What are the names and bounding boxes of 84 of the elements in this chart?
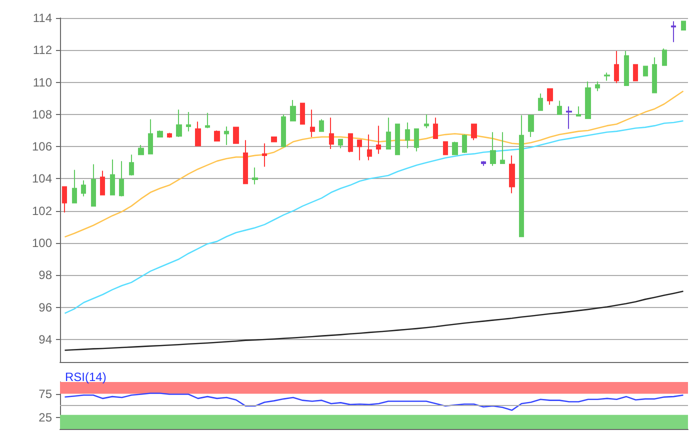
- candlestick: [481, 160, 486, 166]
- candlestick: [376, 125, 381, 154]
- candlestick: [557, 100, 562, 115]
- y-tick-label: 102: [32, 204, 52, 218]
- line-series: [64, 290, 684, 351]
- candlestick: [433, 117, 438, 140]
- candlestick: [310, 109, 315, 138]
- candlestick: [405, 122, 410, 149]
- line-series: [64, 120, 684, 314]
- y-tick-label: 25: [38, 410, 52, 424]
- candlestick: [624, 50, 629, 86]
- candlestick: [271, 136, 277, 142]
- candlestick: [176, 109, 182, 138]
- candlestick: [386, 117, 391, 150]
- candlestick: [595, 80, 600, 92]
- candlestick: [281, 114, 286, 148]
- candlestick: [681, 20, 686, 31]
- candlestick: [167, 132, 172, 138]
- candlestick: [471, 124, 477, 141]
- candlestick: [233, 126, 239, 144]
- candlestick: [329, 117, 334, 150]
- candlestick: [119, 160, 124, 197]
- candlestick: [290, 99, 296, 122]
- candlestick: [252, 166, 258, 185]
- candlestick: [643, 66, 648, 76]
- candlestick: [243, 140, 248, 184]
- y-tick-label: 108: [32, 107, 52, 122]
- candlestick: [157, 130, 163, 138]
- y-tick-label: 110: [32, 75, 52, 90]
- candlestick: [443, 141, 448, 156]
- candlestick: [547, 88, 553, 106]
- candlestick: [138, 144, 144, 156]
- candlestick: [671, 20, 676, 43]
- candlestick: [509, 154, 515, 194]
- y-tick-label: 94: [38, 332, 52, 346]
- candlestick: [224, 126, 229, 146]
- candlestick: [81, 180, 86, 197]
- candlestick: [452, 141, 458, 156]
- candlestick: [414, 128, 419, 152]
- candlestick: [528, 114, 534, 138]
- candlestick: [214, 130, 220, 142]
- candlestick: [633, 64, 638, 82]
- y-tick-label: 114: [32, 11, 52, 25]
- candlestick: [129, 154, 134, 176]
- y-tick-label: 100: [32, 236, 52, 250]
- candlestick: [424, 114, 429, 129]
- y-tick-label: 112: [32, 43, 52, 58]
- y-tick-label: 106: [32, 140, 52, 154]
- candlestick: [576, 106, 581, 117]
- candlestick: [72, 169, 77, 204]
- candlestick: [395, 124, 400, 156]
- y-tick-label: 98: [38, 268, 52, 282]
- candlestick: [348, 133, 353, 153]
- candlestick: [300, 102, 305, 125]
- y-tick-label: 96: [38, 300, 52, 314]
- candlestick: [195, 121, 201, 146]
- candlestick: [604, 72, 610, 82]
- candlestick: [519, 114, 524, 238]
- candlestick: [338, 138, 343, 149]
- candlestick: [462, 134, 467, 154]
- candlestick: [662, 48, 667, 66]
- candlestick: [62, 186, 67, 214]
- y-tick-label: 75: [38, 386, 52, 401]
- candlestick: [205, 112, 210, 129]
- candlestick: [100, 170, 105, 196]
- candlestick: [186, 112, 191, 132]
- candlestick: [566, 106, 572, 130]
- candlestick: [319, 118, 324, 132]
- candlestick: [538, 93, 543, 111]
- candlestick: [148, 118, 153, 154]
- y-tick-label: 104: [32, 172, 52, 186]
- candlestick: [110, 158, 115, 196]
- candlestick: [652, 56, 657, 94]
- candlestick: [585, 80, 591, 119]
- chart-title: RSI(14): [65, 370, 106, 384]
- line-series: [64, 90, 684, 238]
- candlestick: [262, 142, 267, 168]
- candlestick: [614, 50, 619, 84]
- candlestick: [357, 140, 362, 161]
- candlestick: [91, 164, 96, 207]
- candlestick: [500, 132, 505, 164]
- candlestick: [490, 132, 496, 166]
- line-series: [64, 392, 684, 411]
- candlestick: [367, 134, 372, 161]
